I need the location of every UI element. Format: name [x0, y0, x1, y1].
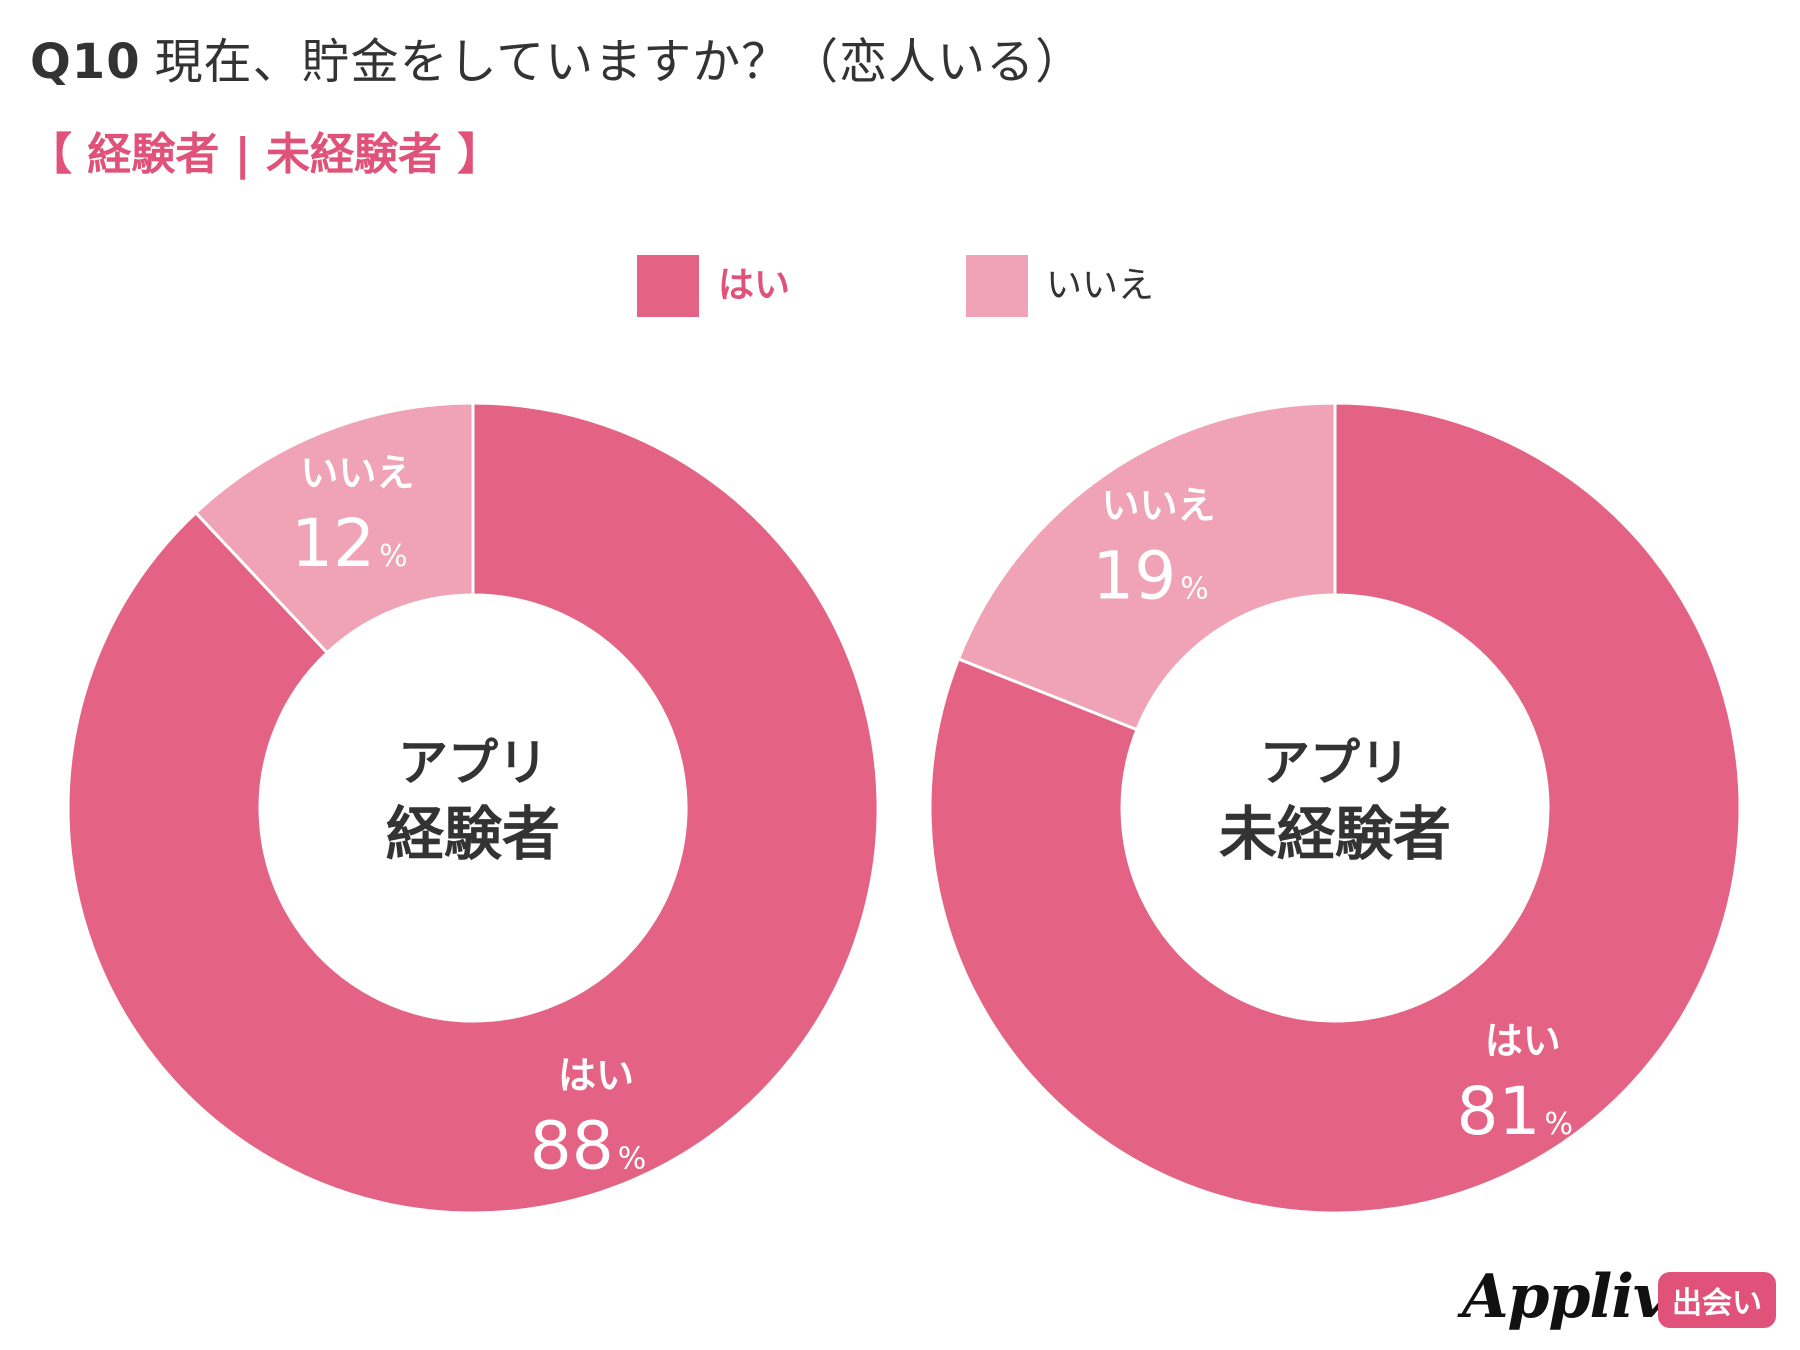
slice-value: 88: [530, 1108, 614, 1185]
slice-value: 19: [1092, 537, 1176, 614]
slice-unit: %: [618, 1142, 647, 1177]
legend-swatch-yes: [637, 255, 699, 317]
chart-title: Q10 現在、貯金をしていますか？（恋人いる）: [30, 22, 1084, 92]
slice-value-label: 81%: [1456, 1073, 1573, 1150]
legend-swatch-no: [966, 255, 1028, 317]
slice-value: 12: [291, 505, 375, 582]
slice-unit: %: [1544, 1107, 1573, 1142]
brand-logo: Appliv: [1462, 1262, 1668, 1332]
slice-category-label: いいえ: [1101, 483, 1215, 527]
slice-category-label: いいえ: [300, 451, 414, 495]
slice-value-label: 88%: [530, 1108, 647, 1185]
slice-no: [193, 401, 475, 655]
slice-category-label: はい: [558, 1054, 634, 1098]
slice-unit: %: [1180, 571, 1209, 606]
legend-label-yes: はい: [718, 265, 791, 306]
question-text: 現在、貯金をしていますか？（恋人いる）: [154, 34, 1085, 90]
center-label-line-2: 経験者: [386, 800, 560, 868]
center-label-line-1: アプリ: [1260, 734, 1410, 792]
slice-yes: [928, 401, 1742, 1215]
slice-unit: %: [379, 539, 408, 574]
center-label-line-1: アプリ: [398, 734, 548, 792]
question-number: Q10: [30, 34, 141, 90]
legend-label-no: いいえ: [1046, 265, 1155, 306]
slice-yes: [66, 401, 880, 1215]
center-label-line-2: 未経験者: [1219, 800, 1451, 868]
brand-tag: 出会い: [1658, 1272, 1776, 1328]
slice-value-label: 19%: [1092, 537, 1209, 614]
slice-value-label: 12%: [291, 505, 408, 582]
slice-no: [956, 401, 1337, 732]
slice-category-label: はい: [1485, 1019, 1561, 1063]
chart-subtitle: 【 経験者 | 未経験者 】: [28, 129, 502, 180]
slice-value: 81: [1456, 1073, 1540, 1150]
